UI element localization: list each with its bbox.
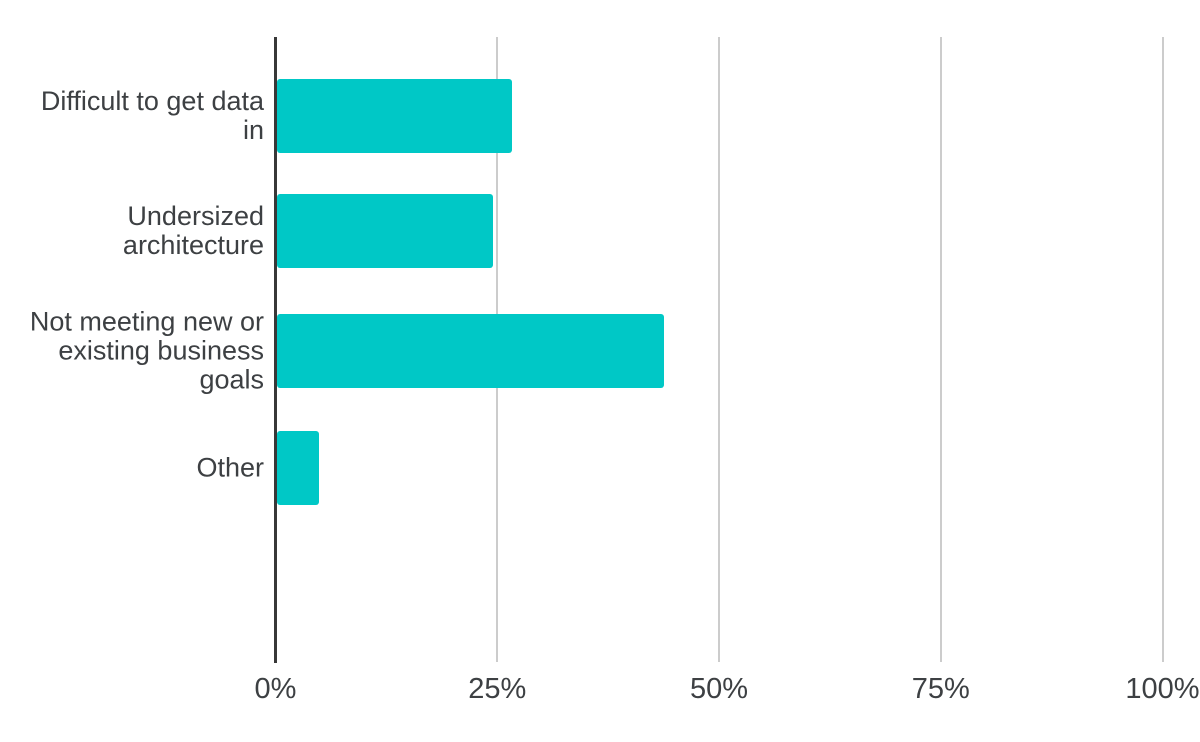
category-label-undersized-architecture: Undersized architecture [122,201,264,260]
x-tick-label-50: 50% [689,673,749,705]
category-label-not-meeting-new-or-existing-business-goals: Not meeting new or existing business goals [29,306,264,395]
category-label-difficult-to-get-data-in: Difficult to get data in [40,86,264,145]
gridline-100 [1161,37,1164,662]
gridline-75 [939,37,942,662]
bar-other[interactable] [276,431,320,505]
bar-difficult-to-get-data-in[interactable] [276,79,513,153]
zero-axis-line [274,37,277,663]
gridline-50 [718,37,720,662]
x-tick-label-25: 25% [468,673,527,705]
x-tick-label-0: 0% [254,673,297,705]
x-tick-label-100: 100% [1125,673,1200,705]
category-label-other: Other [196,452,264,483]
bar-undersized-architecture[interactable] [276,194,493,268]
bar-not-meeting-new-or-existing-business-goals[interactable] [276,314,665,388]
x-tick-label-75: 75% [911,673,970,705]
